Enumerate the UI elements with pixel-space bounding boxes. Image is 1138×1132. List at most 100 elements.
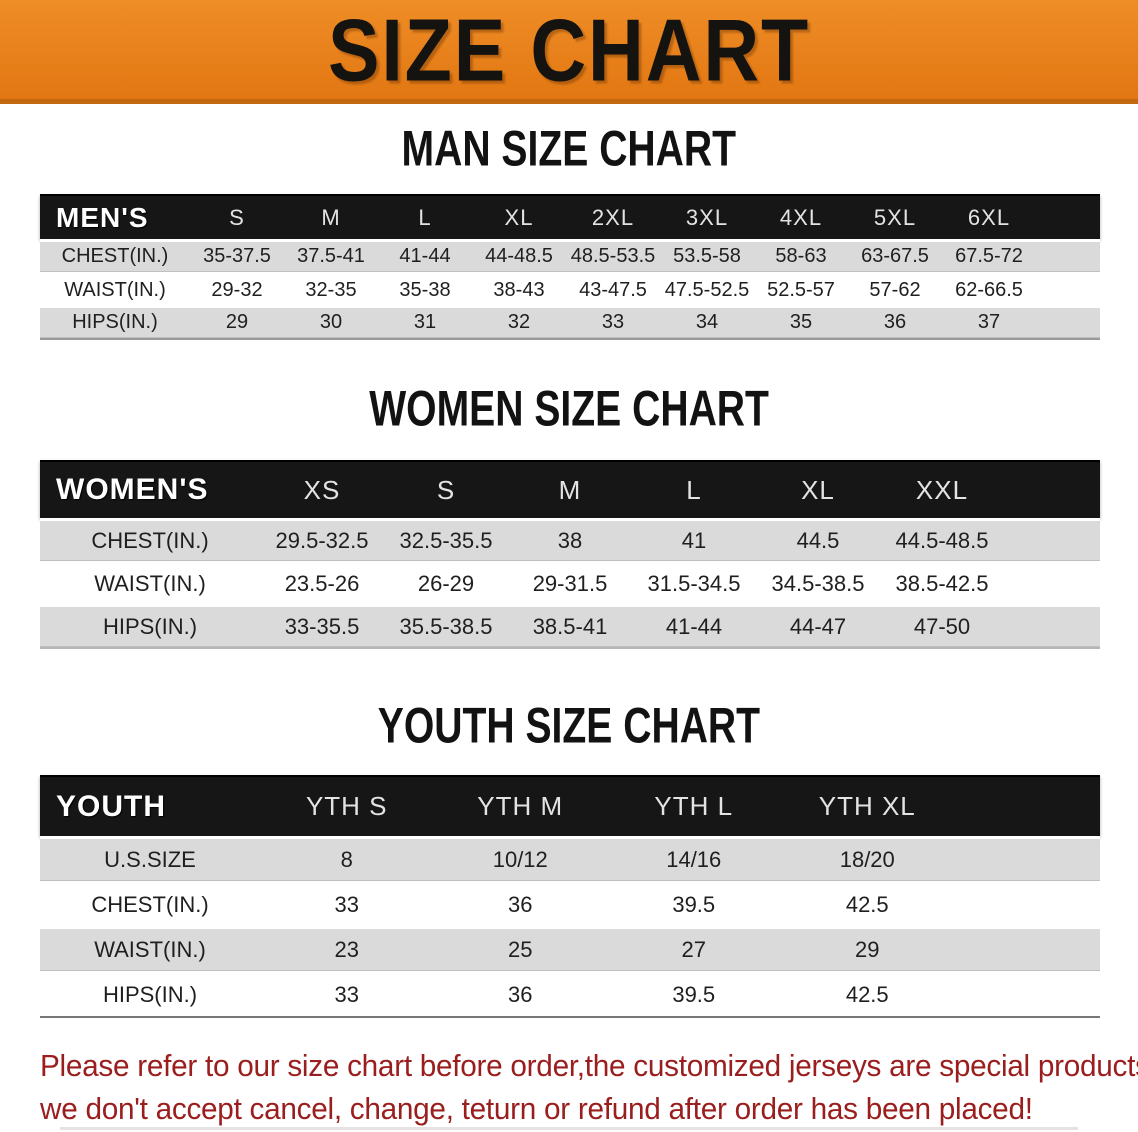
size-header-cell: S (436, 474, 456, 505)
value-cell: 52.5-57 (767, 278, 835, 301)
value-cell: 44-47 (789, 613, 847, 639)
banner-title: SIZE CHART (327, 0, 811, 99)
youth-section-heading: YOUTH SIZE CHART (0, 696, 1138, 755)
value-cell: 26-29 (417, 571, 475, 596)
table-row: HIPS(IN.) 33-35.5 35.5-38.5 38.5-41 41-44 44-… (40, 604, 1100, 647)
disclaimer-line-1: Please refer to our size chart before or… (40, 1048, 1138, 1083)
value-cell: 18/20 (839, 846, 895, 872)
value-cell: 29.5-32.5 (275, 527, 369, 553)
table-row: CHEST(IN.) 29.5-32.5 32.5-35.5 38 41 44.5 44.5… (40, 518, 1100, 561)
man-section-heading: MAN SIZE CHART (0, 119, 1138, 177)
value-cell: 31 (413, 311, 437, 333)
value-cell: 39.5 (672, 892, 716, 917)
value-cell: 29-31.5 (532, 571, 608, 596)
size-header-cell: S (229, 204, 245, 230)
value-cell: 14/16 (666, 846, 722, 872)
value-cell: 41-44 (665, 613, 723, 639)
size-header-cell: YTH L (654, 791, 734, 821)
value-cell: 33-35.5 (284, 613, 360, 639)
women-heading-text: WOMEN SIZE CHART (369, 379, 769, 437)
value-cell: 43-47.5 (579, 278, 647, 301)
value-cell: 36 (883, 311, 907, 333)
size-header-cell: 6XL (967, 204, 1011, 230)
value-cell: 34 (695, 311, 719, 333)
table-row: HIPS(IN.) 33 36 39.5 42.5 (40, 971, 1100, 1016)
value-cell: 33 (334, 982, 359, 1007)
size-chart-banner: SIZE CHART (0, 0, 1138, 104)
size-header-cell: L (686, 474, 702, 505)
size-header-cell: YTH M (477, 791, 564, 821)
row-label-cell: WAIST(IN.) (94, 571, 206, 596)
value-cell: 33 (334, 892, 359, 917)
size-header-cell: XL (801, 474, 835, 505)
youth-heading-text: YOUTH SIZE CHART (377, 696, 761, 754)
value-cell: 42.5 (845, 982, 889, 1007)
youth-size-table: YOUTH YTH S YTH M YTH L YTH XL U.S.SIZE 8 10/12… (40, 775, 1100, 1018)
value-cell: 36 (508, 982, 533, 1007)
value-cell: 38.5-42.5 (895, 571, 989, 596)
table-row: CHEST(IN.) 35-37.5 37.5-41 41-44 44-48.5 48.5… (40, 239, 1100, 272)
row-label-cell: CHEST(IN.) (61, 245, 169, 267)
value-cell: 39.5 (672, 982, 716, 1007)
table-row: HIPS(IN.) 29 30 31 32 33 34 35 36 37 (40, 305, 1100, 338)
value-cell: 35 (789, 311, 813, 333)
value-cell: 63-67.5 (861, 245, 929, 267)
value-cell: 58-63 (775, 245, 827, 267)
value-cell: 10/12 (492, 846, 548, 872)
value-cell: 37.5-41 (297, 245, 365, 267)
size-header-cell: 4XL (779, 204, 823, 230)
value-cell: 8 (340, 846, 353, 872)
size-header-cell: YTH XL (818, 791, 916, 821)
value-cell: 34.5-38.5 (771, 571, 865, 596)
value-cell: 29 (225, 311, 249, 333)
row-label-cell: U.S.SIZE (104, 846, 196, 872)
value-cell: 23 (334, 936, 359, 962)
value-cell: 44-48.5 (485, 245, 553, 267)
value-cell: 29-32 (211, 278, 263, 301)
value-cell: 35-38 (399, 278, 451, 301)
row-label-cell: CHEST(IN.) (91, 892, 209, 917)
value-cell: 29 (855, 936, 880, 962)
value-cell: 32-35 (305, 278, 357, 301)
group-label-cell: WOMEN'S (56, 473, 209, 506)
value-cell: 38-43 (493, 278, 545, 301)
disclaimer: Please refer to our size chart before or… (40, 1044, 1138, 1130)
value-cell: 67.5-72 (955, 245, 1023, 267)
group-label-cell: YOUTH (56, 789, 166, 823)
value-cell: 41 (681, 527, 707, 553)
table-row: CHEST(IN.) 33 36 39.5 42.5 (40, 881, 1100, 926)
value-cell: 32.5-35.5 (399, 527, 493, 553)
size-header-cell: XL (504, 204, 534, 230)
value-cell: 53.5-58 (673, 245, 741, 267)
table-row: WAIST(IN.) 29-32 32-35 35-38 38-43 43-47.5 47.… (40, 272, 1100, 305)
size-header-cell: 5XL (873, 204, 917, 230)
value-cell: 47-50 (913, 613, 971, 639)
table-header-row: WOMEN'S XS S M L XL XXL (40, 460, 1100, 518)
value-cell: 48.5-53.5 (570, 245, 656, 267)
row-label-cell: WAIST(IN.) (94, 936, 206, 962)
men-size-table: MEN'S S M L XL 2XL 3XL 4XL 5XL 6XL CHEST(IN.) 35-37… (40, 194, 1100, 340)
size-header-cell: 2XL (591, 204, 635, 230)
value-cell: 41-44 (399, 245, 451, 267)
value-cell: 33 (601, 311, 625, 333)
value-cell: 32 (507, 311, 531, 333)
value-cell: 57-62 (869, 278, 921, 301)
row-label-cell: HIPS(IN.) (102, 613, 198, 639)
women-section-heading: WOMEN SIZE CHART (0, 379, 1138, 438)
value-cell: 25 (508, 936, 533, 962)
value-cell: 30 (319, 311, 343, 333)
value-cell: 44.5-48.5 (895, 527, 989, 553)
value-cell: 31.5-34.5 (647, 571, 741, 596)
table-row: U.S.SIZE 8 10/12 14/16 18/20 (40, 836, 1100, 881)
value-cell: 38.5-41 (532, 613, 608, 639)
value-cell: 27 (681, 936, 706, 962)
man-heading-text: MAN SIZE CHART (401, 119, 737, 177)
value-cell: 35.5-38.5 (399, 613, 493, 639)
row-label-cell: CHEST(IN.) (91, 527, 209, 553)
row-label-cell: HIPS(IN.) (72, 311, 158, 333)
size-header-cell: XS (303, 474, 341, 505)
value-cell: 23.5-26 (284, 571, 360, 596)
table-row: WAIST(IN.) 23.5-26 26-29 29-31.5 31.5-34.5 34… (40, 561, 1100, 604)
group-label-cell: MEN'S (56, 201, 149, 233)
size-header-cell: M (321, 204, 341, 230)
